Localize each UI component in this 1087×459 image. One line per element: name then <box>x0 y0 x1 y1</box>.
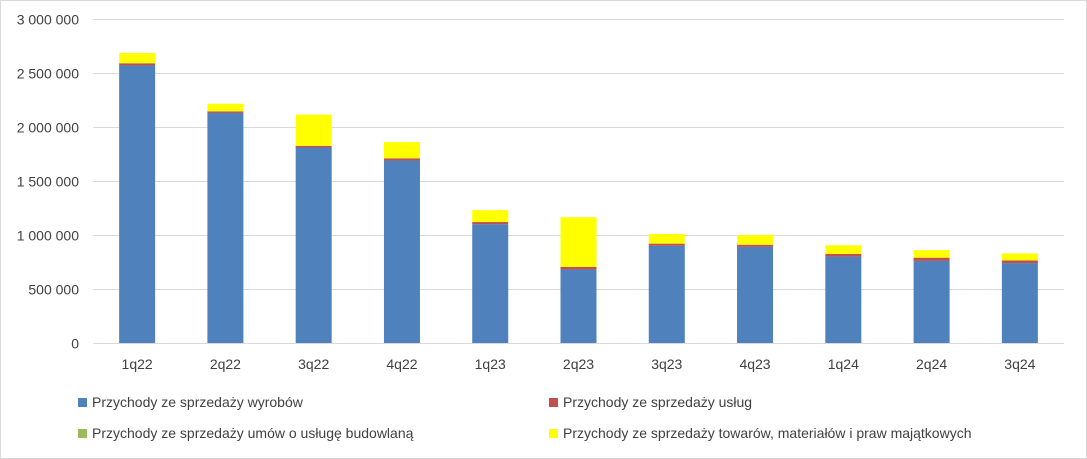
x-tick-label: 3q24 <box>1004 356 1035 372</box>
bar-segment-s0-1q23 <box>472 224 509 343</box>
bar-segment-s0-1q24 <box>825 256 862 343</box>
bar-segment-s0-4q23 <box>737 246 774 343</box>
axes: 0 500 000 1 000 000 1 500 000 2 000 000 2 500… <box>17 12 1064 372</box>
bar-segment-s3-2q23 <box>560 217 597 267</box>
bar-segment-s3-1q22 <box>119 53 156 64</box>
bar-segment-s1-3q22 <box>295 145 332 148</box>
bar-segment-s0-2q24 <box>913 260 950 343</box>
bar-segment-s0-3q23 <box>648 245 685 343</box>
bar-segment-s1-2q24 <box>913 257 950 261</box>
x-tick-label: 4q22 <box>386 356 417 372</box>
bar-segment-s3-4q23 <box>737 235 774 245</box>
bar-segment-s1-3q24 <box>1001 260 1038 264</box>
bar-segment-s1-1q23 <box>472 222 509 225</box>
bar-segment-s1-2q22 <box>207 111 244 113</box>
x-tick-label: 1q22 <box>122 356 153 372</box>
bar-segment-s3-1q23 <box>472 210 509 223</box>
x-tick-label: 1q24 <box>828 356 859 372</box>
bar-segment-s3-2q22 <box>207 103 244 112</box>
bar-segment-s1-1q24 <box>825 253 862 257</box>
y-tick-label: 1 000 000 <box>17 228 79 244</box>
y-tick-label: 0 <box>71 336 79 352</box>
bar-segment-s3-4q22 <box>383 142 420 159</box>
x-tick-label: 3q23 <box>651 356 682 372</box>
x-tick-label: 1q23 <box>475 356 506 372</box>
x-tick-label: 2q23 <box>563 356 594 372</box>
bar-segment-s0-3q22 <box>295 147 332 343</box>
bar-segment-s3-2q24 <box>913 250 950 258</box>
bar-segment-s1-2q23 <box>560 266 597 270</box>
x-tick-label: 4q23 <box>739 356 770 372</box>
bar-segment-s0-1q22 <box>119 65 156 343</box>
x-tick-label: 2q22 <box>210 356 241 372</box>
bar-segment-s0-2q23 <box>560 269 597 343</box>
bar-segment-s1-1q22 <box>119 63 156 66</box>
bar-segment-s3-3q23 <box>648 233 685 244</box>
bars <box>119 53 1038 344</box>
x-tick-label: 3q22 <box>298 356 329 372</box>
y-tick-label: 500 000 <box>28 282 79 298</box>
y-tick-label: 3 000 000 <box>17 12 79 28</box>
x-tick-label: 2q24 <box>916 356 947 372</box>
y-tick-label: 2 500 000 <box>17 66 79 82</box>
gridlines <box>93 19 1064 290</box>
bar-segment-s0-2q22 <box>207 112 244 344</box>
bar-segment-s1-4q22 <box>383 158 420 161</box>
bar-segment-s3-3q24 <box>1001 253 1038 261</box>
y-tick-label: 2 000 000 <box>17 120 79 136</box>
bar-segment-s1-3q23 <box>648 243 685 246</box>
bar-segment-s0-3q24 <box>1001 263 1038 343</box>
bar-segment-s1-4q23 <box>737 244 774 247</box>
bar-segment-s0-4q22 <box>383 160 420 343</box>
y-tick-label: 1 500 000 <box>17 174 79 190</box>
bar-segment-s3-3q22 <box>295 114 332 146</box>
bar-segment-s3-1q24 <box>825 245 862 254</box>
